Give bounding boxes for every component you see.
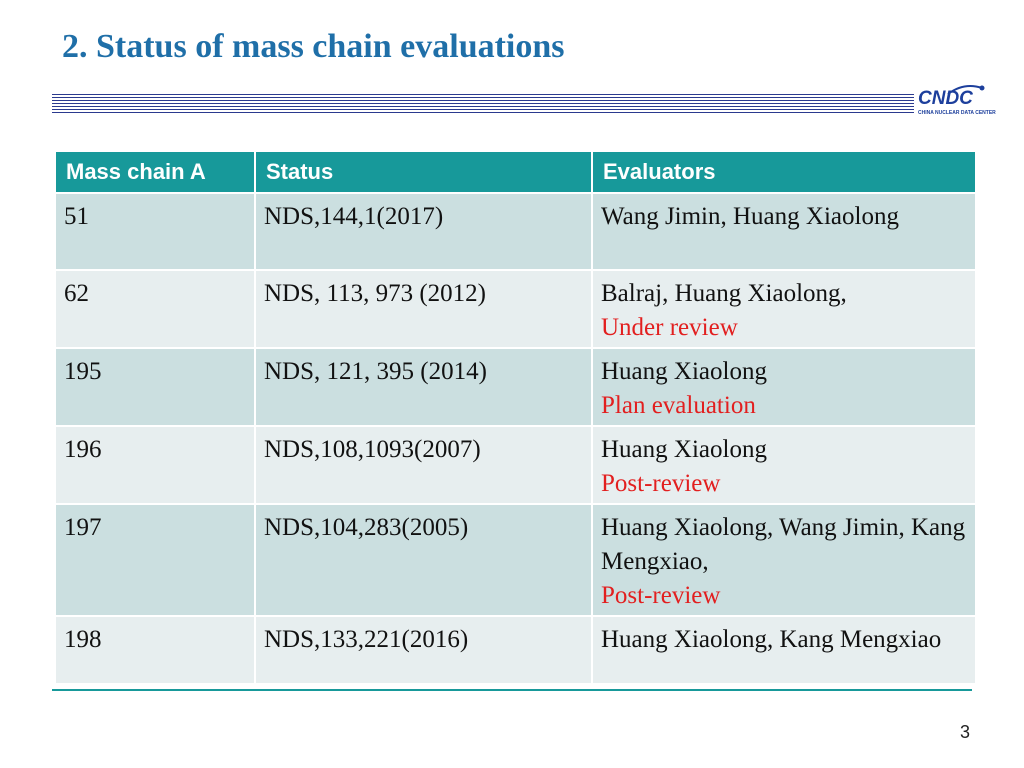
status-cell: NDS, 121, 395 (2014) xyxy=(255,348,593,427)
evaluators-text: Wang Jimin, Huang Xiaolong xyxy=(601,203,899,230)
mass-cell: 198 xyxy=(56,616,256,685)
evaluators-cell: Huang Xiaolong Post-review xyxy=(592,426,975,505)
table-row: 197 NDS,104,283(2005) Huang Xiaolong, Wa… xyxy=(56,504,975,617)
review-status-note: Post-review xyxy=(601,582,721,609)
evaluators-text: Huang Xiaolong, Kang Mengxiao xyxy=(601,626,942,653)
table-row: 195 NDS, 121, 395 (2014) Huang Xiaolong … xyxy=(56,348,975,427)
slide-title: 2. Status of mass chain evaluations xyxy=(62,28,565,65)
status-cell: NDS,144,1(2017) xyxy=(255,193,593,271)
page-number: 3 xyxy=(959,722,970,742)
evaluators-cell: Huang Xiaolong, Wang Jimin, Kang Mengxia… xyxy=(592,504,975,617)
header-status: Status xyxy=(255,152,593,194)
review-status-note: Under review xyxy=(601,314,738,341)
footer-divider xyxy=(52,689,972,691)
status-cell: NDS,104,283(2005) xyxy=(255,504,593,617)
mass-cell: 62 xyxy=(56,270,256,349)
status-cell: NDS,133,221(2016) xyxy=(255,616,593,685)
header-evaluators: Evaluators xyxy=(592,152,975,194)
mass-cell: 51 xyxy=(56,193,256,271)
evaluators-cell: Balraj, Huang Xiaolong, Under review xyxy=(592,270,975,349)
logo-subtitle: CHINA NUCLEAR DATA CENTER xyxy=(918,110,996,116)
review-status-note: Post-review xyxy=(601,470,721,497)
review-status-note: Plan evaluation xyxy=(601,392,756,419)
evaluators-text: Balraj, Huang Xiaolong, xyxy=(601,280,847,307)
logo-arc-icon xyxy=(947,85,985,95)
header-mass-chain: Mass chain A xyxy=(56,152,256,194)
title-divider xyxy=(52,94,914,114)
table-row: 62 NDS, 113, 973 (2012) Balraj, Huang Xi… xyxy=(56,270,975,349)
mass-chain-table: Mass chain A Status Evaluators 51 NDS,14… xyxy=(56,152,975,685)
mass-cell: 197 xyxy=(56,504,256,617)
table-row: 198 NDS,133,221(2016) Huang Xiaolong, Ka… xyxy=(56,616,975,685)
table-header-row: Mass chain A Status Evaluators xyxy=(56,152,975,194)
evaluators-text: Huang Xiaolong xyxy=(601,358,767,385)
status-cell: NDS, 113, 973 (2012) xyxy=(255,270,593,349)
logo-text: CNDC xyxy=(918,88,973,109)
evaluators-cell: Wang Jimin, Huang Xiaolong xyxy=(592,193,975,271)
table-row: 196 NDS,108,1093(2007) Huang Xiaolong Po… xyxy=(56,426,975,505)
evaluators-text: Huang Xiaolong, Wang Jimin, Kang Mengxia… xyxy=(601,514,966,575)
mass-cell: 195 xyxy=(56,348,256,427)
status-cell: NDS,108,1093(2007) xyxy=(255,426,593,505)
evaluators-cell: Huang Xiaolong, Kang Mengxiao xyxy=(592,616,975,685)
table-row: 51 NDS,144,1(2017) Wang Jimin, Huang Xia… xyxy=(56,193,975,271)
evaluators-text: Huang Xiaolong xyxy=(601,436,767,463)
evaluators-cell: Huang Xiaolong Plan evaluation xyxy=(592,348,975,427)
cndc-logo: CNDC CHINA NUCLEAR DATA CENTER xyxy=(916,82,996,118)
mass-cell: 196 xyxy=(56,426,256,505)
